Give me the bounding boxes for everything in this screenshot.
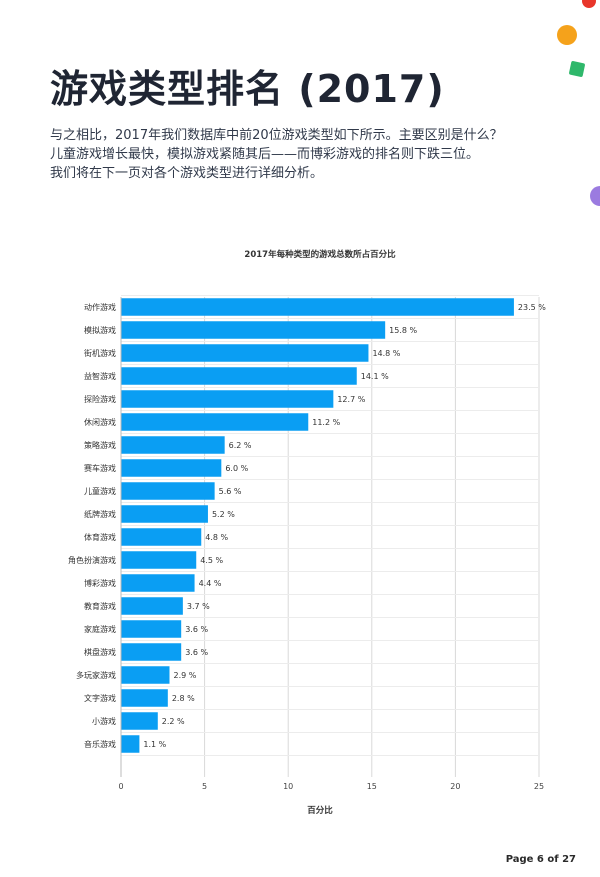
category-label: 儿童游戏 (84, 486, 116, 496)
category-label: 策略游戏 (84, 440, 116, 450)
category-label: 博彩游戏 (84, 578, 116, 588)
bar (121, 390, 334, 408)
category-label: 模拟游戏 (84, 325, 116, 335)
x-tick-label: 25 (534, 782, 544, 791)
category-label: 角色扮演游戏 (68, 555, 116, 565)
page-number: Page 6 of 27 (505, 854, 576, 865)
deco-purple-dot (590, 186, 600, 206)
bar (121, 574, 195, 592)
bar (121, 505, 208, 523)
category-label: 动作游戏 (84, 302, 116, 312)
category-label: 小游戏 (92, 716, 116, 726)
data-label: 6.2 % (229, 441, 252, 450)
category-label: 休闲游戏 (84, 417, 116, 427)
bar (121, 482, 215, 500)
bar (121, 367, 357, 385)
bar (121, 666, 170, 684)
chart-title: 2017年每种类型的游戏总数所占百分比 (244, 249, 396, 260)
bar (121, 620, 182, 638)
bar (121, 298, 514, 316)
bar (121, 344, 369, 362)
category-label: 探险游戏 (84, 394, 116, 404)
data-label: 2.2 % (162, 717, 185, 726)
category-label: 多玩家游戏 (76, 670, 116, 680)
data-label: 2.8 % (172, 694, 195, 703)
data-label: 14.1 % (361, 372, 389, 381)
category-label: 体育游戏 (84, 532, 116, 542)
category-label: 文字游戏 (84, 693, 116, 703)
x-tick-label: 15 (367, 782, 377, 791)
category-label: 音乐游戏 (84, 739, 116, 749)
x-axis-label: 百分比 (307, 805, 333, 816)
bar (121, 689, 168, 707)
bar (121, 712, 158, 730)
data-label: 5.6 % (219, 487, 242, 496)
deco-orange-dot (557, 25, 577, 45)
data-label: 12.7 % (337, 395, 365, 404)
intro-line: 儿童游戏增长最快，模拟游戏紧随其后——而博彩游戏的排名则下跌三位。 (50, 147, 480, 162)
data-label: 4.8 % (205, 533, 228, 542)
category-label: 教育游戏 (84, 601, 116, 611)
intro-line: 我们将在下一页对各个游戏类型进行详细分析。 (50, 166, 324, 181)
data-label: 3.7 % (187, 602, 210, 611)
data-label: 2.9 % (173, 671, 196, 680)
bar (121, 735, 140, 753)
bar (121, 436, 225, 454)
data-label: 15.8 % (389, 326, 417, 335)
x-tick-label: 20 (450, 782, 460, 791)
data-label: 14.8 % (372, 349, 400, 358)
bar (121, 528, 202, 546)
x-tick-label: 5 (202, 782, 207, 791)
data-label: 3.6 % (185, 648, 208, 657)
category-label: 棋盘游戏 (84, 647, 116, 657)
x-tick-label: 10 (283, 782, 293, 791)
bar (121, 643, 182, 661)
bar (121, 597, 183, 615)
category-label: 纸牌游戏 (84, 509, 116, 519)
category-label: 益智游戏 (84, 371, 116, 381)
data-label: 3.6 % (185, 625, 208, 634)
bar (121, 321, 386, 339)
page-title: 游戏类型排名 (2017) (50, 67, 445, 111)
data-label: 5.2 % (212, 510, 235, 519)
x-tick-label: 0 (118, 782, 123, 791)
bar (121, 551, 197, 569)
bar (121, 413, 309, 431)
category-label: 赛车游戏 (84, 463, 116, 473)
intro-line: 与之相比，2017年我们数据库中前20位游戏类型如下所示。主要区别是什么？ (50, 128, 503, 143)
category-label: 家庭游戏 (84, 624, 116, 634)
data-label: 4.5 % (200, 556, 223, 565)
category-label: 街机游戏 (84, 348, 116, 358)
intro-paragraph: 与之相比，2017年我们数据库中前20位游戏类型如下所示。主要区别是什么？ 儿童… (50, 126, 550, 183)
data-label: 6.0 % (225, 464, 248, 473)
data-label: 23.5 % (518, 303, 546, 312)
deco-red-dot (582, 0, 596, 8)
data-label: 1.1 % (143, 740, 166, 749)
data-label: 11.2 % (312, 418, 340, 427)
data-label: 4.4 % (199, 579, 222, 588)
bar (121, 459, 222, 477)
